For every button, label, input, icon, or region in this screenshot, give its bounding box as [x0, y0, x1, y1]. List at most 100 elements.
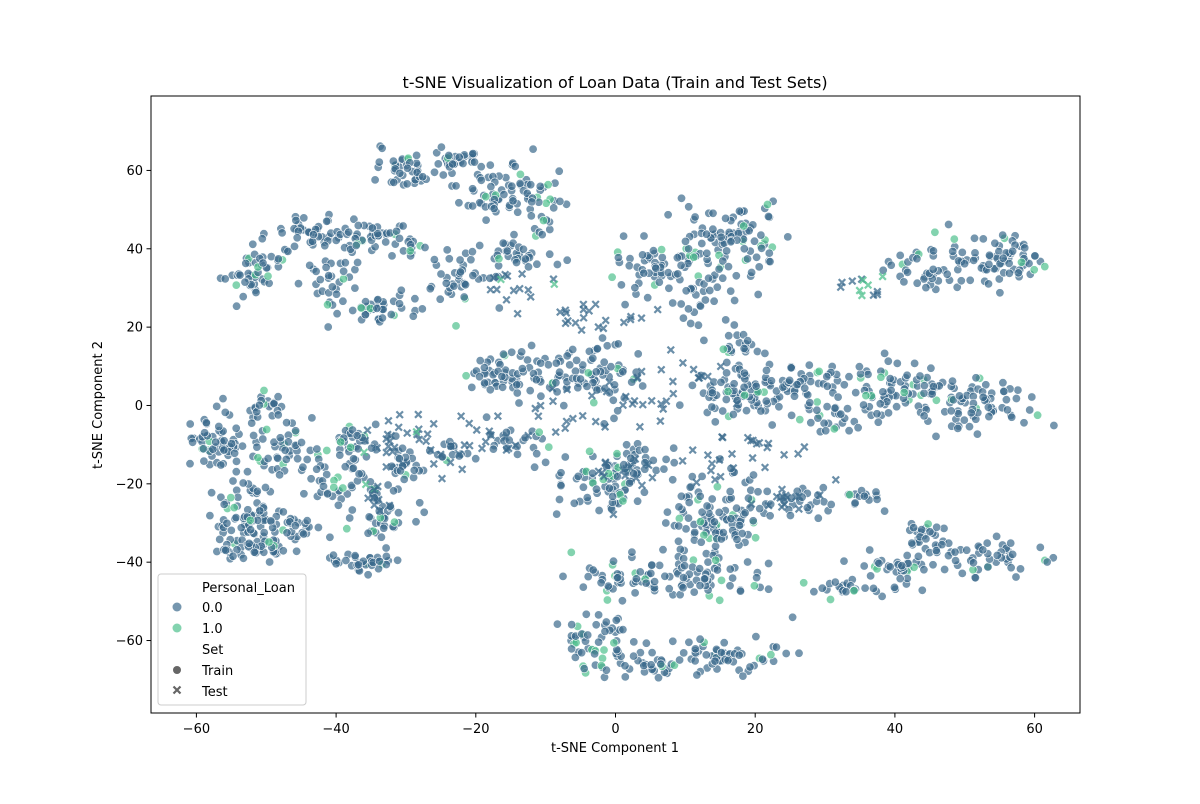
train-point-class1	[245, 515, 255, 525]
train-point-class0	[765, 257, 775, 267]
train-point-class0	[661, 518, 671, 528]
test-point-class0	[800, 442, 809, 452]
train-point-class0	[323, 489, 333, 499]
test-point-class0	[748, 453, 757, 463]
legend-label-train: Train	[201, 664, 233, 679]
test-point-class0	[618, 401, 628, 410]
legend: Personal_Loan 0.0 1.0 Set Train Test	[157, 573, 307, 706]
train-point-class0	[556, 468, 566, 478]
train-point-class0	[1048, 553, 1058, 563]
train-point-class0	[583, 630, 593, 640]
train-point-class0	[631, 574, 641, 584]
train-point-class0	[347, 505, 357, 515]
train-point-class1	[461, 371, 471, 381]
train-point-class1	[346, 442, 356, 452]
train-point-class0	[349, 454, 359, 464]
test-point-class0	[662, 397, 671, 406]
train-point-class0	[932, 522, 942, 532]
train-point-class0	[322, 216, 332, 226]
test-point-class0	[561, 424, 570, 433]
train-point-class0	[647, 560, 657, 570]
train-point-class1	[515, 169, 525, 179]
train-point-class0	[613, 339, 623, 349]
train-point-class0	[883, 356, 893, 366]
train-point-class0	[402, 179, 412, 189]
test-point-class1	[412, 427, 421, 436]
test-point-class0	[689, 365, 698, 374]
train-point-class0	[531, 375, 541, 385]
train-point-class0	[292, 546, 302, 556]
train-point-class0	[526, 211, 536, 221]
test-point-class0	[370, 486, 379, 495]
train-point-class0	[313, 522, 323, 532]
train-point-class0	[526, 180, 536, 190]
train-point-class0	[429, 167, 439, 177]
test-point-class0	[531, 404, 540, 413]
train-point-class0	[752, 252, 762, 262]
test-point-class0	[382, 462, 391, 471]
train-point-class0	[370, 175, 380, 185]
train-point-class0	[674, 502, 684, 512]
train-point-class0	[254, 400, 264, 410]
train-point-class0	[785, 375, 795, 385]
train-point-class0	[222, 518, 232, 528]
train-point-class1	[538, 216, 548, 226]
train-point-class0	[515, 179, 525, 189]
train-point-class0	[573, 383, 583, 393]
train-point-class0	[659, 464, 669, 474]
train-point-class1	[543, 180, 553, 190]
train-point-class0	[734, 650, 744, 660]
train-point-class0	[545, 225, 555, 235]
train-point-class0	[702, 501, 712, 511]
test-point-class0	[760, 463, 770, 472]
train-point-class0	[1008, 246, 1018, 256]
train-point-class0	[683, 304, 693, 314]
test-point-class0	[361, 436, 370, 445]
train-point-class0	[523, 262, 533, 272]
train-point-class1	[263, 271, 273, 281]
test-point-class0	[426, 445, 435, 455]
train-point-class0	[373, 229, 383, 239]
train-point-class0	[608, 395, 618, 405]
train-point-class0	[885, 562, 895, 572]
test-point-class0	[489, 273, 498, 282]
test-point-class0	[678, 456, 687, 465]
train-point-class0	[999, 386, 1009, 396]
train-point-class0	[978, 234, 988, 244]
train-point-class0	[231, 467, 241, 477]
test-point-class0	[390, 443, 399, 452]
train-point-class1	[751, 533, 761, 543]
train-point-class0	[648, 246, 658, 256]
test-point-class0	[486, 285, 495, 294]
train-point-class0	[596, 578, 606, 588]
train-point-class0	[485, 385, 495, 395]
test-point-class0	[534, 412, 543, 421]
train-point-class0	[612, 472, 622, 482]
train-point-class0	[502, 246, 512, 256]
train-point-class0	[436, 269, 446, 279]
train-point-class0	[928, 381, 938, 391]
train-point-class0	[353, 560, 363, 570]
train-point-class0	[624, 261, 634, 271]
test-point-class0	[429, 459, 438, 468]
train-point-class0	[214, 421, 224, 431]
train-point-class0	[278, 546, 288, 556]
legend-box	[157, 573, 307, 706]
train-point-class0	[899, 277, 909, 287]
train-point-class0	[669, 458, 679, 468]
train-point-class0	[639, 268, 649, 278]
train-point-class0	[839, 556, 849, 566]
train-point-class0	[552, 259, 562, 269]
train-point-class0	[721, 315, 731, 325]
train-point-class0	[690, 527, 700, 537]
train-point-class0	[928, 246, 938, 256]
train-point-class0	[983, 279, 993, 289]
test-point-class0	[526, 292, 535, 301]
test-point-class0	[536, 401, 545, 410]
test-point-class0	[688, 446, 697, 455]
train-point-class0	[468, 149, 478, 159]
train-point-class0	[627, 547, 637, 557]
legend-hue-title: Personal_Loan	[202, 581, 295, 596]
train-point-class0	[476, 175, 486, 185]
train-point-class0	[429, 255, 439, 265]
